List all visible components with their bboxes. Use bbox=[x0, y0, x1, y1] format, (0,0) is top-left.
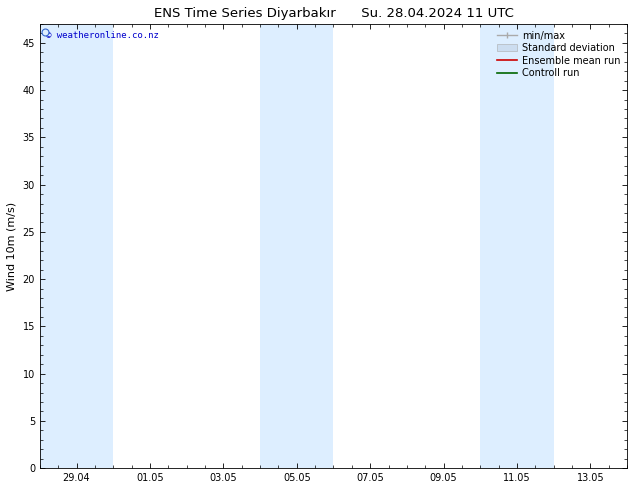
Bar bbox=[481, 24, 553, 468]
Bar bbox=[40, 24, 113, 468]
Title: ENS Time Series Diyarbakır      Su. 28.04.2024 11 UTC: ENS Time Series Diyarbakır Su. 28.04.202… bbox=[153, 7, 514, 20]
Text: © weatheronline.co.nz: © weatheronline.co.nz bbox=[46, 30, 158, 40]
Bar bbox=[260, 24, 333, 468]
Y-axis label: Wind 10m (m/s): Wind 10m (m/s) bbox=[7, 201, 17, 291]
Legend: min/max, Standard deviation, Ensemble mean run, Controll run: min/max, Standard deviation, Ensemble me… bbox=[496, 29, 622, 80]
